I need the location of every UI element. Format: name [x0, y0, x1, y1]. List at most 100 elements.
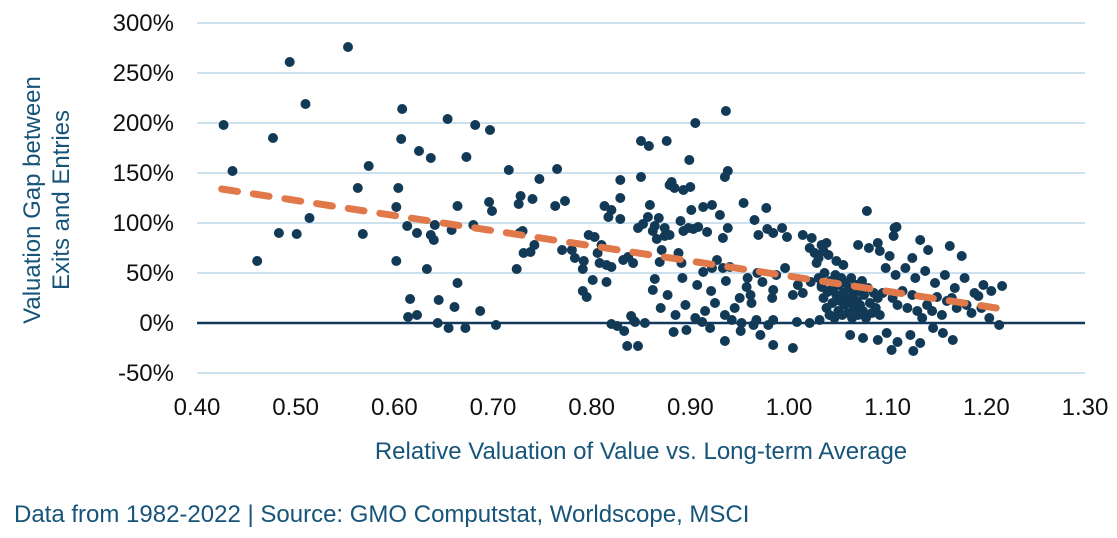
y-tick-label: 150% — [113, 160, 174, 187]
data-point — [892, 337, 903, 347]
data-point — [845, 330, 856, 340]
data-point — [902, 303, 913, 313]
data-point — [412, 310, 422, 320]
data-point — [717, 233, 728, 243]
x-axis-title: Relative Valuation of Value vs. Long-ter… — [374, 438, 908, 465]
data-point — [927, 306, 938, 316]
data-point — [700, 306, 711, 316]
data-point — [741, 282, 752, 292]
data-point — [787, 343, 798, 353]
data-point — [966, 308, 977, 318]
data-point — [780, 263, 791, 273]
data-point — [357, 229, 368, 239]
data-point — [804, 243, 815, 253]
data-point — [442, 114, 453, 124]
data-point — [690, 118, 701, 128]
data-point — [735, 326, 746, 336]
data-point — [705, 323, 716, 333]
data-point — [726, 315, 737, 325]
data-point — [557, 245, 568, 255]
data-point — [647, 285, 658, 295]
data-point — [768, 228, 779, 238]
data-point — [698, 202, 709, 212]
data-point — [668, 327, 679, 337]
data-point — [861, 206, 872, 216]
data-point — [884, 251, 895, 261]
data-point — [777, 223, 788, 233]
data-point — [402, 221, 413, 231]
data-point — [252, 256, 263, 266]
data-point — [907, 253, 918, 263]
data-point — [874, 310, 885, 320]
data-point — [659, 223, 670, 233]
data-point — [675, 216, 686, 226]
x-tick-label: 0.40 — [174, 394, 221, 421]
data-point — [811, 258, 822, 268]
data-point — [662, 290, 673, 300]
y-tick-label: 250% — [113, 60, 174, 87]
data-point — [615, 175, 626, 185]
data-point — [693, 222, 704, 232]
data-point — [994, 320, 1005, 330]
data-point — [566, 245, 577, 255]
data-point — [858, 333, 868, 343]
data-point — [397, 104, 408, 114]
data-point — [729, 303, 740, 313]
data-point — [581, 292, 592, 302]
data-point — [449, 302, 460, 312]
data-point — [853, 240, 864, 250]
data-point — [636, 172, 646, 182]
data-point — [443, 323, 454, 333]
data-point — [872, 335, 883, 345]
data-point — [886, 345, 897, 355]
data-point — [343, 42, 353, 52]
data-point — [606, 262, 617, 272]
data-point — [487, 206, 497, 216]
data-point — [846, 273, 857, 283]
x-tick-label: 0.50 — [272, 394, 319, 421]
data-point — [304, 213, 315, 223]
data-point — [787, 290, 798, 300]
data-point — [908, 346, 919, 356]
y-tick-label: 300% — [113, 10, 174, 37]
data-point — [890, 270, 901, 280]
data-point — [928, 323, 939, 333]
data-point — [670, 310, 681, 320]
y-tick-label: 100% — [113, 210, 174, 237]
data-point — [393, 183, 404, 193]
data-point — [363, 161, 374, 171]
plot-area: 300% 250% 200% 150% 100% 50% 0% -50%0.40 0.50 0.6… — [113, 10, 1109, 421]
data-point — [745, 290, 756, 300]
data-point — [751, 315, 762, 325]
data-point — [819, 268, 830, 278]
data-point — [816, 240, 827, 250]
data-point — [719, 336, 730, 346]
data-point — [649, 274, 660, 284]
data-point — [587, 275, 598, 285]
data-point — [643, 141, 654, 151]
data-point — [888, 231, 899, 241]
data-point — [797, 230, 808, 240]
data-point — [949, 283, 960, 293]
data-point — [956, 251, 967, 261]
data-point — [639, 318, 650, 328]
data-point — [612, 321, 623, 331]
data-point — [475, 306, 486, 316]
x-tick-label: 1.00 — [766, 394, 813, 421]
data-point — [633, 223, 643, 233]
data-point — [651, 234, 662, 244]
data-point — [944, 241, 955, 251]
data-point — [905, 330, 916, 340]
data-point — [569, 253, 580, 263]
data-point — [749, 215, 760, 225]
data-point — [527, 194, 538, 204]
data-point — [791, 317, 802, 327]
data-point — [720, 276, 731, 286]
data-point — [513, 199, 524, 209]
data-point — [685, 182, 696, 192]
data-point — [552, 164, 563, 174]
data-point — [560, 196, 570, 206]
data-point — [753, 230, 764, 240]
data-point — [636, 136, 646, 146]
data-point — [433, 295, 444, 305]
